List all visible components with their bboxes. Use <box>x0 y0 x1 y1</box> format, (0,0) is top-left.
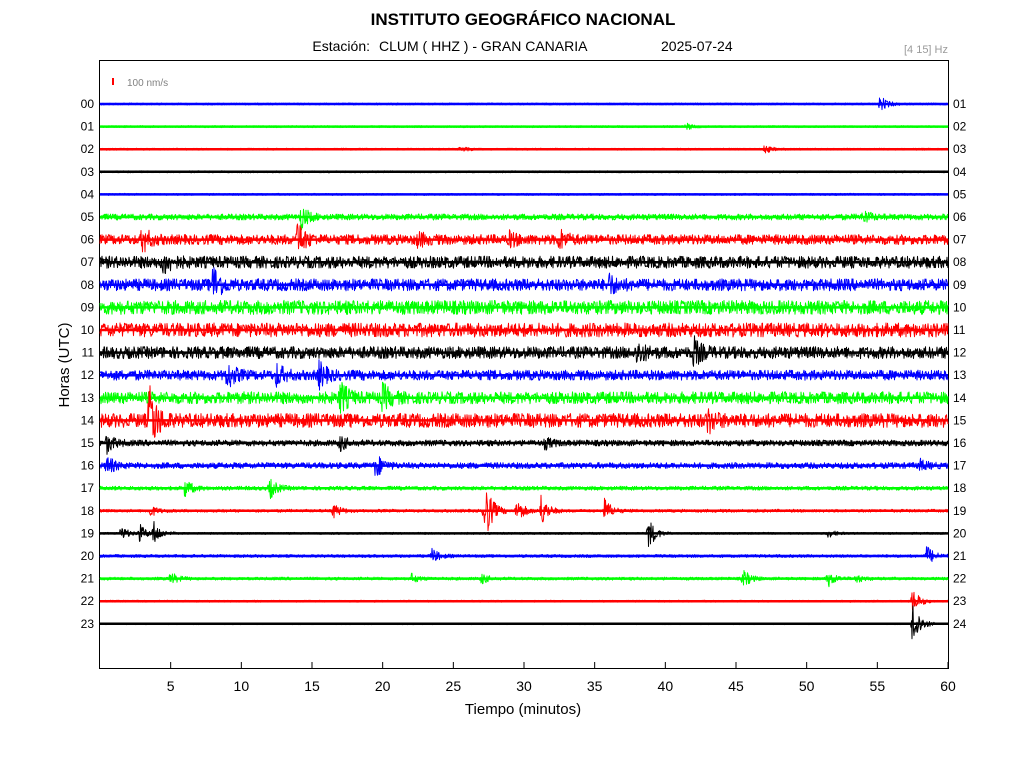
right-hour-label: 05 <box>953 187 967 201</box>
x-tick-label: 25 <box>446 678 462 694</box>
right-hour-label: 04 <box>953 165 967 179</box>
right-hour-label: 16 <box>953 436 967 450</box>
x-axis-label: Tiempo (minutos) <box>465 701 581 718</box>
right-hour-label: 03 <box>953 142 967 156</box>
left-hour-label: 02 <box>81 142 95 156</box>
station-label: Estación: <box>312 38 370 54</box>
right-hour-label: 10 <box>953 300 967 314</box>
right-hour-label: 23 <box>953 594 967 608</box>
right-hour-label: 11 <box>953 323 966 337</box>
scale-bar <box>112 78 114 85</box>
right-hour-label: 07 <box>953 233 967 247</box>
right-hour-label: 14 <box>953 391 967 405</box>
right-hour-label: 02 <box>953 120 967 134</box>
x-tick-label: 5 <box>167 678 175 694</box>
trace-hour-06 <box>99 223 949 253</box>
right-hour-label: 09 <box>953 278 967 292</box>
right-hour-label: 21 <box>953 549 967 563</box>
scale-bar-label: 100 nm/s <box>127 78 168 89</box>
station-name: CLUM ( HHZ ) - GRAN CANARIA <box>379 38 588 54</box>
right-hour-label: 19 <box>953 504 967 518</box>
trace-hour-08 <box>99 267 949 296</box>
left-hour-label: 16 <box>81 459 95 473</box>
left-hour-label: 14 <box>81 413 95 427</box>
trace-hour-13 <box>99 381 949 414</box>
plot-area <box>99 60 949 669</box>
x-tick-label: 60 <box>940 678 956 694</box>
chart-title: INSTITUTO GEOGRÁFICO NACIONAL <box>371 10 676 29</box>
left-hour-label: 10 <box>81 323 95 337</box>
x-tick-label: 20 <box>375 678 391 694</box>
x-tick-label: 30 <box>516 678 532 694</box>
left-hour-label: 19 <box>81 526 95 540</box>
right-hour-label: 13 <box>953 368 967 382</box>
right-hour-label: 18 <box>953 481 967 495</box>
left-hour-label: 06 <box>81 233 95 247</box>
x-tick-label: 50 <box>799 678 815 694</box>
left-hour-label: 12 <box>81 368 95 382</box>
left-hour-label: 09 <box>81 300 95 314</box>
left-hour-label: 17 <box>81 481 95 495</box>
left-hour-label: 08 <box>81 278 95 292</box>
right-hour-label: 01 <box>953 97 967 111</box>
right-hour-label: 17 <box>953 459 967 473</box>
right-hour-labels: 01 02 03 04 05 06 07 08 09 10 11 12 13 14 15 16 17 18 19 20… <box>953 97 967 631</box>
left-hour-label: 13 <box>81 391 95 405</box>
x-tick-label: 55 <box>870 678 886 694</box>
x-tick-label: 10 <box>234 678 250 694</box>
right-hour-label: 12 <box>953 346 967 360</box>
left-hour-label: 21 <box>81 572 95 586</box>
left-hour-label: 20 <box>81 549 95 563</box>
left-hour-label: 18 <box>81 504 95 518</box>
x-axis-ticks: 5 10 15 20 25 30 35 40 45 50 55 60 <box>167 662 956 694</box>
y-axis-label: Horas (UTC) <box>56 322 73 407</box>
right-hour-label: 22 <box>953 572 967 586</box>
left-hour-label: 23 <box>81 617 95 631</box>
trace-hour-11 <box>99 335 949 367</box>
left-hour-label: 03 <box>81 165 95 179</box>
right-hour-label: 06 <box>953 210 967 224</box>
left-hour-labels: 00 01 02 03 04 05 06 07 08 09 10 11 12 13 14 15 16 17 18 19… <box>81 97 95 631</box>
right-hour-label: 15 <box>953 413 967 427</box>
x-tick-label: 45 <box>728 678 744 694</box>
x-tick-label: 40 <box>658 678 674 694</box>
left-hour-label: 04 <box>81 187 95 201</box>
right-hour-label: 24 <box>953 617 967 631</box>
filter-band: [4 15] Hz <box>904 44 948 56</box>
left-hour-label: 01 <box>81 120 95 134</box>
left-hour-label: 00 <box>81 97 95 111</box>
left-hour-label: 05 <box>81 210 95 224</box>
x-tick-label: 35 <box>587 678 603 694</box>
trace-group <box>99 97 949 640</box>
left-hour-label: 11 <box>82 346 95 360</box>
left-hour-label: 15 <box>81 436 95 450</box>
left-hour-label: 22 <box>81 594 95 608</box>
right-hour-label: 08 <box>953 255 967 269</box>
left-hour-label: 07 <box>81 255 95 269</box>
chart-date: 2025-07-24 <box>661 38 733 54</box>
x-tick-label: 15 <box>304 678 320 694</box>
right-hour-label: 20 <box>953 526 967 540</box>
